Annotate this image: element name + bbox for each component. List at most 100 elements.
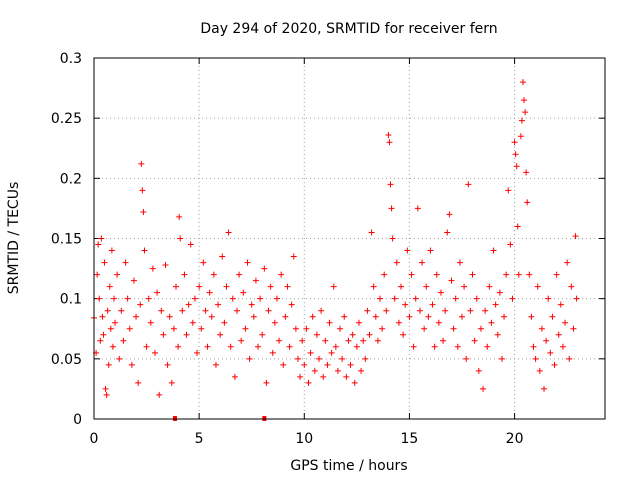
- data-point: [467, 307, 474, 314]
- data-point: [162, 261, 169, 268]
- data-point: [166, 313, 173, 320]
- data-point: [343, 373, 350, 380]
- data-point: [328, 349, 335, 356]
- data-point: [101, 259, 108, 266]
- data-point: [416, 307, 423, 314]
- data-point: [444, 229, 451, 236]
- data-point: [410, 343, 417, 350]
- data-point: [562, 319, 569, 326]
- data-point: [126, 325, 133, 332]
- data-point: [250, 313, 257, 320]
- data-point: [334, 367, 341, 374]
- data-point: [160, 331, 167, 338]
- data-point: [523, 169, 530, 176]
- data-point: [97, 337, 104, 344]
- data-point: [273, 295, 280, 302]
- data-point: [404, 247, 411, 254]
- data-point: [301, 361, 308, 368]
- data-point: [141, 247, 148, 254]
- data-point: [450, 325, 457, 332]
- data-point: [503, 271, 510, 278]
- data-point: [100, 331, 107, 338]
- data-point: [297, 373, 304, 380]
- data-point: [332, 343, 339, 350]
- data-point: [269, 349, 276, 356]
- data-point: [349, 331, 356, 338]
- data-point: [137, 301, 144, 308]
- data-point: [566, 355, 573, 362]
- data-point: [547, 349, 554, 356]
- data-point: [206, 289, 213, 296]
- data-point: [511, 139, 518, 146]
- data-point: [217, 331, 224, 338]
- data-point: [446, 211, 453, 218]
- data-point: [124, 295, 131, 302]
- data-point: [198, 325, 205, 332]
- data-point: [513, 163, 520, 170]
- data-point: [173, 283, 180, 290]
- data-point: [557, 301, 564, 308]
- data-point: [370, 283, 377, 290]
- data-point: [181, 271, 188, 278]
- data-point: [288, 301, 295, 308]
- data-point: [143, 343, 150, 350]
- data-point: [573, 295, 580, 302]
- data-point: [236, 271, 243, 278]
- data-point: [103, 391, 110, 398]
- data-point: [248, 301, 255, 308]
- data-point: [187, 241, 194, 248]
- data-point: [316, 355, 323, 362]
- data-point: [156, 391, 163, 398]
- data-point: [177, 235, 184, 242]
- y-tick-label: 0.25: [51, 111, 82, 127]
- data-point: [305, 379, 312, 386]
- data-point: [303, 325, 310, 332]
- data-point: [215, 301, 222, 308]
- data-point: [414, 205, 421, 212]
- data-point: [486, 283, 493, 290]
- data-point: [517, 133, 524, 140]
- data-point: [549, 313, 556, 320]
- data-point: [437, 289, 444, 296]
- data-point: [553, 271, 560, 278]
- data-point: [362, 355, 369, 362]
- data-point: [313, 331, 320, 338]
- data-point: [477, 325, 484, 332]
- data-point: [519, 79, 526, 86]
- data-point: [541, 385, 548, 392]
- data-point: [138, 160, 145, 167]
- data-point: [522, 109, 529, 116]
- data-point: [191, 295, 198, 302]
- data-point: [512, 151, 519, 158]
- data-point: [545, 295, 552, 302]
- data-point: [524, 199, 531, 206]
- data-point: [461, 283, 468, 290]
- data-point: [135, 379, 142, 386]
- data-point: [145, 295, 152, 302]
- y-tick-label: 0: [73, 412, 82, 428]
- data-point: [568, 283, 575, 290]
- data-point: [221, 319, 228, 326]
- data-point: [358, 367, 365, 374]
- plot-frame: [93, 57, 606, 420]
- data-point: [261, 265, 268, 272]
- data-point: [366, 331, 373, 338]
- data-point: [158, 307, 165, 314]
- data-point: [318, 307, 325, 314]
- data-point: [294, 355, 301, 362]
- data-point: [400, 331, 407, 338]
- data-point: [299, 337, 306, 344]
- data-point: [139, 187, 146, 194]
- data-point: [252, 277, 259, 284]
- data-point: [133, 313, 140, 320]
- data-point: [385, 132, 392, 139]
- data-point: [433, 271, 440, 278]
- data-point: [381, 271, 388, 278]
- data-point: [114, 271, 121, 278]
- data-point: [559, 343, 566, 350]
- data-point: [387, 181, 394, 188]
- data-point: [469, 271, 476, 278]
- data-point: [170, 325, 177, 332]
- data-point: [112, 319, 119, 326]
